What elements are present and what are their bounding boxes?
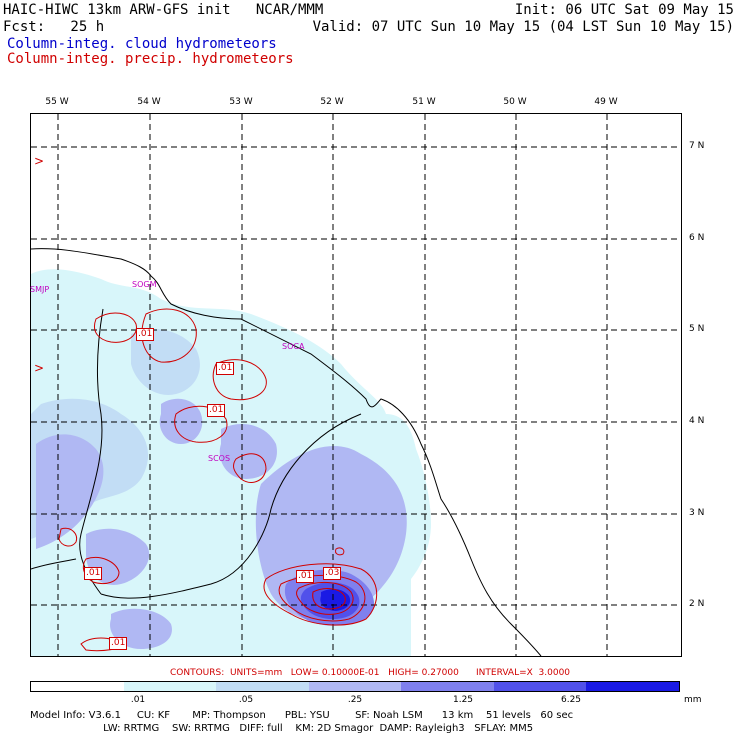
lat-label-7n: 7 N [689, 141, 705, 151]
station-label: SOCA [282, 342, 305, 351]
map-panel [30, 113, 682, 657]
colorbar [30, 681, 680, 692]
cloud-shade-3a [36, 434, 104, 549]
coastline [31, 248, 542, 656]
lon-label-50w: 50 W [503, 97, 527, 107]
contour-label: .01 [296, 570, 315, 583]
field-precip-label: Column-integ. precip. hydrometeors [7, 51, 294, 67]
lat-label-5n: 5 N [689, 324, 705, 334]
station-label: SOGM [132, 280, 157, 289]
lon-label-53w: 53 W [229, 97, 253, 107]
lat-label-3n: 3 N [689, 508, 705, 518]
border-suriname-fg [79, 308, 104, 595]
lat-label-6n: 6 N [689, 233, 705, 243]
cloud-shade-3e [255, 445, 407, 622]
colorbar-segment [493, 682, 587, 691]
colorbar-label: .01 [130, 695, 146, 705]
lon-label-49w: 49 W [594, 97, 618, 107]
lon-label-52w: 52 W [320, 97, 344, 107]
contour-label: .03 [323, 567, 342, 580]
contour-label: .01 [136, 328, 155, 341]
field-cloud-label: Column-integ. cloud hydrometeors [7, 36, 277, 52]
model-info-line1: Model Info: V3.6.1 CU: KF MP: Thompson P… [30, 710, 574, 721]
valid-time: Valid: 07 UTC Sun 10 May 15 (04 LST Sun … [312, 19, 734, 35]
border-west [31, 558, 77, 570]
border-fg-brazil [100, 413, 362, 599]
colorbar-label: 1.25 [452, 695, 474, 705]
boundary-marker-lower: > [34, 361, 45, 375]
colorbar-units: mm [684, 695, 702, 705]
lon-label-51w: 51 W [412, 97, 436, 107]
colorbar-segment [401, 682, 494, 691]
station-label: SCOS [208, 454, 231, 463]
precip-contours [58, 308, 378, 652]
colorbar-label: .25 [347, 695, 363, 705]
colorbar-label: .05 [238, 695, 254, 705]
lat-label-4n: 4 N [689, 416, 705, 426]
colorbar-segment [31, 682, 124, 691]
contour-label: .01 [216, 362, 235, 375]
forecast-hour: Fcst: 25 h [3, 19, 105, 35]
contour-label: .01 [109, 637, 128, 650]
colorbar-segment [308, 682, 402, 691]
contour-label: .01 [84, 567, 103, 580]
map-canvas [31, 114, 681, 656]
boundary-marker-upper: > [34, 154, 45, 168]
lat-label-2n: 2 N [689, 599, 705, 609]
contour-label: .01 [207, 404, 226, 417]
model-info-line2: LW: RRTMG SW: RRTMG DIFF: full KM: 2D Sm… [30, 723, 534, 734]
lon-label-54w: 54 W [137, 97, 161, 107]
init-time: Init: 06 UTC Sat 09 May 15 [514, 2, 734, 18]
colorbar-segment [123, 682, 217, 691]
contour-info: CONTOURS: UNITS=mm LOW= 0.10000E-01 HIGH… [169, 668, 571, 678]
colorbar-segment [216, 682, 309, 691]
colorbar-label: 6.25 [560, 695, 582, 705]
station-label: SMJP [30, 285, 50, 294]
map-title: HAIC-HIWC 13km ARW-GFS init NCAR/MMM [3, 2, 324, 18]
cloud-shade-3c [159, 398, 203, 444]
lon-label-55w: 55 W [45, 97, 69, 107]
colorbar-segment [586, 682, 680, 691]
cloud-shade-light-2 [31, 284, 148, 414]
lat-lon-grid [31, 114, 681, 656]
